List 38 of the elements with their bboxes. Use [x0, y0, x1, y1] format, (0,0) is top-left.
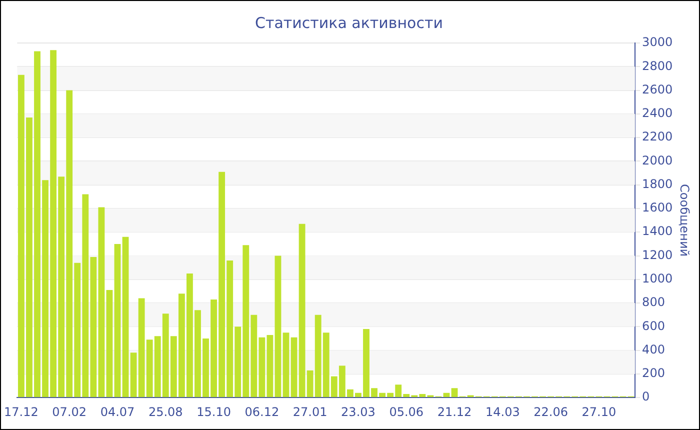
- x-tick-label: 05.06: [389, 404, 424, 419]
- y-tick-label: 400: [642, 342, 665, 356]
- x-tick-label: 25.08: [148, 404, 183, 419]
- y-tick-label: 1600: [642, 200, 673, 215]
- y-tick-label: 800: [642, 295, 665, 310]
- bar: [451, 388, 458, 398]
- y-tick-label: 2400: [642, 106, 673, 120]
- x-tick-label: 22.06: [534, 404, 568, 419]
- bar: [122, 236, 129, 398]
- x-tick-label: 06.12: [244, 404, 280, 419]
- y-tick-label: 1200: [642, 248, 673, 262]
- y-tick-label: 200: [642, 366, 665, 380]
- x-tick-label: 14.03: [485, 404, 520, 419]
- bar: [290, 337, 298, 398]
- x-tick-label: 15.10: [196, 404, 231, 419]
- bar: [106, 290, 113, 398]
- y-tick-label: 2600: [642, 82, 673, 96]
- chart-title: Статистика активности: [255, 14, 443, 32]
- bar: [274, 256, 282, 398]
- x-tick-label: 04.07: [100, 404, 135, 419]
- y-tick-label: 600: [642, 318, 665, 333]
- y-tick-label: 1000: [642, 272, 673, 286]
- y-tick-label: 1800: [642, 176, 673, 191]
- bar: [114, 244, 121, 398]
- y-axis-title: Сообщений: [678, 184, 692, 257]
- y-tick-label: 3000: [642, 35, 673, 50]
- x-tick-label: 17.12: [4, 404, 38, 419]
- y-tick-label: 2000: [642, 153, 673, 168]
- y-tick-label: 1400: [642, 224, 673, 238]
- x-tick-label: 23.03: [341, 404, 376, 419]
- y-tick-label: 0: [642, 390, 650, 404]
- y-tick-label: 2800: [642, 58, 673, 73]
- x-tick-label: 07.02: [52, 404, 87, 419]
- bar: [282, 332, 290, 398]
- x-tick-label: 27.10: [582, 404, 616, 419]
- y-tick-label: 2200: [642, 130, 673, 144]
- x-tick-label: 27.01: [292, 404, 328, 419]
- x-tick-label: 21.12: [437, 404, 472, 419]
